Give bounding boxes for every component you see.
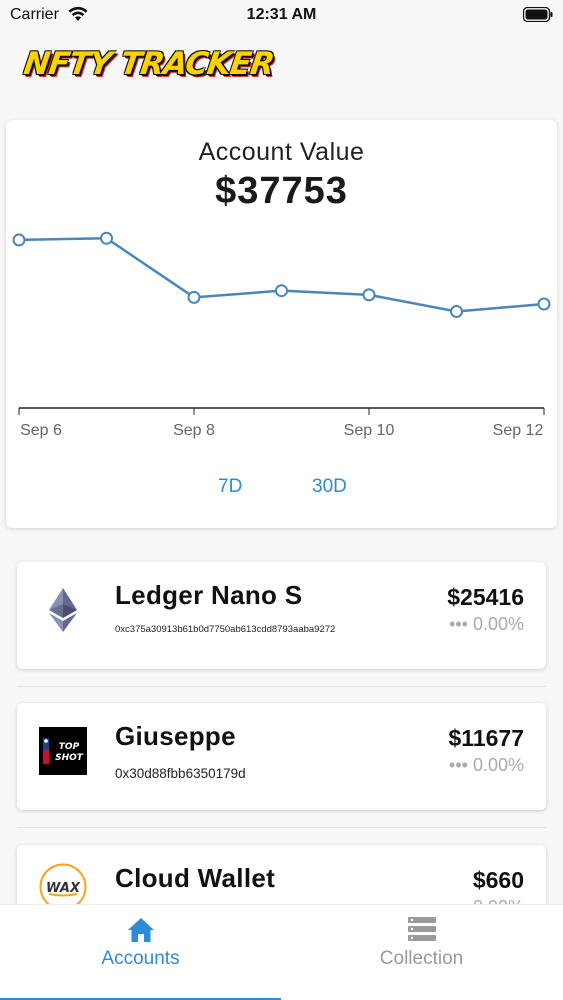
data-point[interactable] [12,233,26,247]
data-point[interactable] [450,304,463,318]
account-value: $11677 [448,725,524,751]
account-value-card: Account Value $37753 Sep 6 Sep 8 Sep 10 Sep… [6,120,557,528]
topshot-icon: TOP SHOT [39,727,87,775]
clock: 12:31 AM [246,6,317,23]
app-logo: NFTY TRACKER [21,46,276,82]
carrier-label: Carrier [10,6,59,23]
wax-logo-text: WAX [46,881,81,896]
tab-collection[interactable]: Collection [281,905,562,1000]
data-point[interactable] [100,231,113,245]
range-7d-button[interactable]: 7D [218,476,243,497]
account-change: ••• 0.00% [449,614,524,634]
account-total-value: $37753 [215,170,348,212]
account-change: ••• 0.00% [449,755,524,775]
tab-label-accounts: Accounts [101,948,180,969]
x-tick-label: Sep 12 [493,422,544,439]
account-value-chart: Sep 6 Sep 8 Sep 10 Sep 12 [12,231,551,439]
range-30d-button[interactable]: 30D [312,476,347,497]
status-bar: Carrier 12:31 AM [0,0,563,30]
account-name: Giuseppe [115,721,236,751]
series-line [18,237,545,313]
topshot-logo-text-top: TOP [59,742,80,752]
account-card-giuseppe[interactable]: TOP SHOT Giuseppe 0x30d88fbb6350179d $11… [17,703,546,810]
account-value: $25416 [447,584,524,610]
wifi-icon [67,5,89,27]
divider [17,686,546,687]
tab-bar: Accounts Collection [0,904,563,1000]
active-tab-indicator [0,998,281,1000]
data-point[interactable] [275,284,288,298]
x-tick-label: Sep 10 [344,422,395,439]
battery-icon [522,6,553,27]
topshot-logo-text-bottom: SHOT [55,753,84,763]
chart-title: Account Value [198,138,365,166]
data-point[interactable] [362,288,376,302]
account-address: 0xc375a30913b61b0d7750ab613cdd8793aaba92… [115,624,336,635]
data-point[interactable] [187,290,201,304]
tab-label-collection: Collection [379,948,464,969]
data-point[interactable] [537,297,551,311]
ethereum-icon [39,586,87,634]
home-icon [0,917,281,943]
divider [17,827,546,828]
account-value: $660 [472,867,524,893]
account-address: 0x30d88fbb6350179d [115,766,246,781]
account-card-ledger[interactable]: Ledger Nano S 0xc375a30913b61b0d7750ab61… [17,562,546,669]
collection-icon [281,917,562,941]
account-name: Cloud Wallet [115,863,276,893]
x-tick-label: Sep 6 [20,422,62,439]
x-tick-label: Sep 8 [173,422,215,439]
account-name: Ledger Nano S [115,580,303,610]
tab-accounts[interactable]: Accounts [0,905,281,1000]
